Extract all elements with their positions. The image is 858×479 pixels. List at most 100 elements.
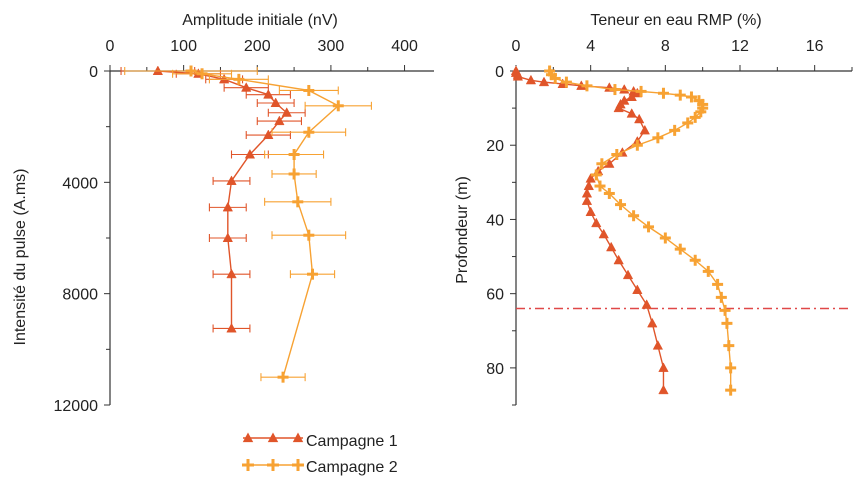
- data-point: [590, 169, 602, 181]
- x-tick-label: 4: [586, 38, 595, 55]
- x-tick-label: 12: [731, 38, 749, 55]
- data-point: [226, 322, 237, 333]
- legend-marker: [242, 459, 254, 471]
- data-point: [643, 221, 655, 233]
- series-campagne-1: [120, 65, 306, 333]
- data-point: [583, 180, 594, 191]
- data-marks: [120, 65, 372, 383]
- data-point: [277, 371, 289, 383]
- data-point: [702, 265, 714, 277]
- data-point: [652, 132, 664, 144]
- legend-marker: [242, 432, 254, 443]
- data-point: [658, 362, 669, 372]
- data-point: [288, 168, 300, 180]
- data-point: [712, 278, 724, 290]
- panel-teneur-eau: 0 4 8 12 16 0 20 40 60 80 Teneur en eau RMP (%) P…: [454, 12, 853, 406]
- data-point: [591, 217, 602, 228]
- legend-item-campagne-2: Campagne 2: [242, 459, 398, 476]
- data-marks: [510, 65, 850, 396]
- x-tick-label: 200: [244, 38, 271, 55]
- data-point: [226, 268, 237, 279]
- y-tick-label: 20: [486, 138, 504, 155]
- data-point: [152, 65, 164, 75]
- data-point: [226, 175, 237, 185]
- data-point: [674, 89, 686, 101]
- data-point: [613, 254, 624, 265]
- data-point: [274, 115, 285, 126]
- data-point: [619, 84, 630, 94]
- data-point: [307, 268, 318, 280]
- y-tick-label: 12000: [54, 398, 99, 415]
- series-line: [157, 70, 288, 329]
- axes: 0 4 8 12 16 0 20 40 60 80: [486, 38, 853, 406]
- y-axis-title: Profondeur (m): [454, 176, 471, 284]
- legend-label: Campagne 2: [306, 459, 398, 476]
- data-point: [606, 241, 617, 252]
- data-point: [560, 76, 572, 88]
- data-point: [185, 65, 197, 77]
- legend-marker: [267, 432, 279, 443]
- x-tick-label: 300: [318, 38, 345, 55]
- data-point: [719, 304, 731, 316]
- data-point: [270, 97, 281, 108]
- data-point: [632, 284, 643, 294]
- data-point: [598, 228, 609, 239]
- legend: Campagne 1 Campagne 2: [242, 432, 398, 476]
- series-line: [190, 70, 340, 378]
- data-point: [628, 210, 640, 222]
- y-tick-label: 60: [486, 287, 504, 304]
- y-tick-label: 40: [486, 212, 504, 229]
- data-point: [634, 113, 645, 124]
- data-point: [613, 102, 624, 113]
- y-axis-title: Intensité du pulse (A.ms): [12, 169, 29, 346]
- data-point: [241, 82, 252, 92]
- data-point: [596, 158, 608, 170]
- data-point: [658, 384, 669, 395]
- legend-item-campagne-1: Campagne 1: [242, 432, 398, 450]
- data-point: [647, 317, 658, 328]
- legend-marker: [292, 432, 304, 443]
- data-point: [581, 195, 593, 205]
- legend-symbol: [242, 432, 304, 443]
- data-point: [626, 91, 637, 101]
- data-point: [721, 317, 733, 329]
- series-campagne-2: [124, 65, 372, 383]
- data-point: [512, 71, 524, 81]
- legend-marker: [267, 459, 279, 471]
- x-tick-label: 16: [806, 38, 824, 55]
- legend-marker: [292, 459, 304, 471]
- data-point: [594, 180, 606, 192]
- data-point: [639, 124, 650, 135]
- data-point: [218, 73, 230, 84]
- y-tick-label: 0: [495, 64, 504, 81]
- data-point: [196, 68, 208, 80]
- y-tick-label: 4000: [62, 175, 98, 192]
- data-point: [725, 384, 737, 396]
- data-point: [689, 111, 701, 123]
- series-campagne-1: [510, 65, 669, 395]
- x-tick-label: 100: [170, 38, 197, 55]
- data-point: [626, 108, 637, 118]
- x-axis-title: Teneur en eau RMP (%): [590, 12, 761, 29]
- data-point: [723, 340, 735, 352]
- data-point: [685, 91, 697, 103]
- data-point: [525, 74, 537, 85]
- data-point: [222, 232, 233, 242]
- data-point: [585, 173, 596, 183]
- data-point: [631, 139, 643, 151]
- data-point: [303, 229, 315, 241]
- data-point: [303, 84, 315, 96]
- legend-symbol: [242, 459, 304, 471]
- y-tick-label: 8000: [62, 287, 98, 304]
- data-point: [281, 107, 292, 117]
- data-point: [609, 84, 621, 96]
- data-point: [233, 73, 245, 85]
- data-point: [603, 187, 615, 199]
- data-point: [585, 206, 596, 217]
- data-point: [682, 117, 694, 129]
- x-tick-label: 400: [391, 38, 418, 55]
- data-point: [669, 124, 681, 136]
